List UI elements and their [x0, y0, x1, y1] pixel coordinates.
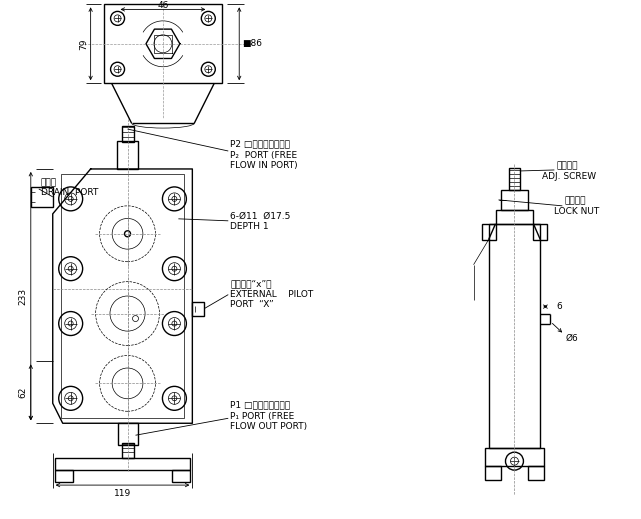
Bar [528, 466, 544, 480]
Bar [117, 424, 138, 445]
Text: 46: 46 [157, 1, 169, 10]
Text: FLOW OUT PORT): FLOW OUT PORT) [230, 422, 308, 431]
Text: FLOW IN PORT): FLOW IN PORT) [230, 161, 298, 170]
Text: 233: 233 [19, 288, 28, 305]
Bar [54, 458, 190, 470]
Bar [31, 187, 53, 207]
Text: DRAIN  PORT: DRAIN PORT [41, 188, 98, 197]
Text: Ø6: Ø6 [566, 334, 579, 343]
Bar [54, 470, 72, 482]
Bar [501, 190, 528, 210]
Text: P₁ PORT (FREE: P₁ PORT (FREE [230, 412, 294, 421]
Text: 79: 79 [79, 38, 88, 49]
Text: LOCK NUT: LOCK NUT [554, 208, 599, 216]
Text: PORT  “X”: PORT “X” [230, 300, 274, 309]
Bar [122, 443, 133, 458]
Text: 6-Ø11  Ø17.5: 6-Ø11 Ø17.5 [230, 211, 290, 221]
Bar [509, 168, 520, 190]
Text: 調節螺絲: 調節螺絲 [556, 161, 578, 170]
Text: 6: 6 [556, 302, 562, 311]
Bar [122, 126, 133, 142]
Bar [172, 470, 190, 482]
Text: P1 □（自由流出口）: P1 □（自由流出口） [230, 401, 290, 410]
Text: ■86: ■86 [242, 39, 262, 48]
Text: 固定螺帽: 固定螺帽 [564, 196, 586, 206]
Text: P2 □（自由流入口）: P2 □（自由流入口） [230, 140, 290, 148]
Text: EXTERNAL    PILOT: EXTERNAL PILOT [230, 290, 313, 299]
Bar [488, 224, 540, 448]
Bar [495, 210, 533, 224]
Bar [61, 174, 185, 418]
Bar [481, 224, 495, 240]
Bar [117, 141, 138, 169]
Bar [104, 5, 222, 83]
Bar [192, 302, 204, 316]
Text: ADJ. SCREW: ADJ. SCREW [542, 172, 597, 182]
Text: P₂  PORT (FREE: P₂ PORT (FREE [230, 152, 297, 160]
Text: DEPTH 1: DEPTH 1 [230, 222, 269, 231]
Text: 外部引導“x”口: 外部引導“x”口 [230, 279, 272, 288]
Text: 漩流口: 漩流口 [41, 179, 57, 187]
Bar [485, 448, 544, 466]
Text: 62: 62 [19, 387, 28, 398]
Text: 119: 119 [114, 488, 131, 498]
Bar [485, 466, 501, 480]
Bar [533, 224, 547, 240]
